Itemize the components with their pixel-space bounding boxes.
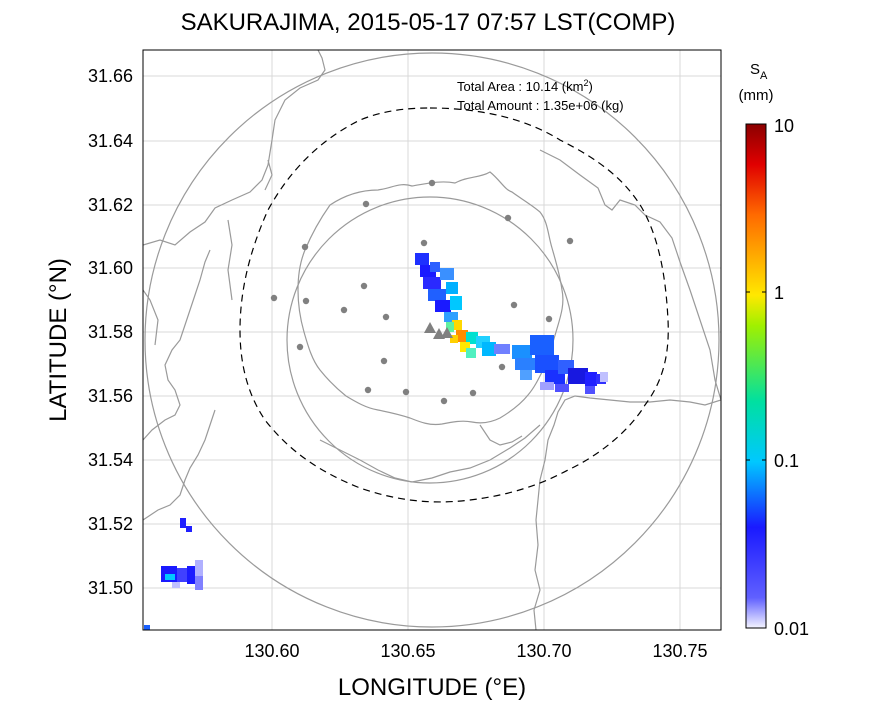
- south-coast: [319, 424, 541, 483]
- sakurajima-coast: [297, 171, 564, 426]
- volcano-vents: [424, 322, 453, 339]
- colorbar-gradient: [745, 123, 767, 629]
- station-marker: [380, 357, 388, 365]
- station-marker: [270, 294, 278, 302]
- station-marker: [510, 301, 518, 309]
- station-marker: [362, 200, 370, 208]
- x-tick-label: 130.60: [244, 641, 299, 661]
- colorbar-symbol: S: [750, 61, 760, 78]
- station-marker: [302, 297, 310, 305]
- east-coast: [533, 395, 721, 630]
- x-tick-label: 130.70: [516, 641, 571, 661]
- plot-area: [143, 50, 721, 630]
- station-marker: [566, 237, 574, 245]
- station-marker: [364, 386, 372, 394]
- x-tick-label: 130.65: [380, 641, 435, 661]
- total-area-close: ): [588, 79, 592, 94]
- colorbar-tick-label: 0.01: [774, 619, 809, 639]
- x-axis-label: LONGITUDE (°E): [338, 674, 526, 701]
- bay-inlet: [227, 219, 233, 301]
- x-tick-label: 130.75: [652, 641, 707, 661]
- total-amount-text: Total Amount : 1.35e+06 (kg): [457, 98, 624, 113]
- total-area-sup: 2: [583, 78, 588, 88]
- coastline: [143, 50, 721, 630]
- colorbar-tick-labels: 10 1 0.1 0.01: [774, 116, 809, 639]
- colorbar-unit: (mm): [739, 87, 774, 104]
- y-tick-label: 31.64: [88, 131, 133, 151]
- y-tick-label: 31.50: [88, 578, 133, 598]
- y-tick-label: 31.58: [88, 322, 133, 342]
- station-marker: [402, 388, 410, 396]
- y-tick-label: 31.52: [88, 514, 133, 534]
- station-marker: [504, 214, 512, 222]
- west-edge: [143, 289, 159, 346]
- station-marker: [301, 243, 309, 251]
- colorbar-subscript: A: [760, 70, 768, 82]
- south-shore: [479, 424, 523, 446]
- station-marker: [428, 179, 436, 187]
- chart-title: SAKURAJIMA, 2015-05-17 07:57 LST(COMP): [181, 9, 676, 36]
- ash-deposit: [415, 253, 608, 394]
- x-tick-labels: 130.60 130.65 130.70 130.75: [244, 641, 707, 661]
- y-tick-label: 31.54: [88, 450, 133, 470]
- colorbar: SA (mm) 10 1 0.1 0.01: [739, 61, 810, 639]
- station-marker: [360, 282, 368, 290]
- station-marker: [382, 313, 390, 321]
- vent-triangle: [441, 327, 453, 338]
- southwest-coast: [143, 409, 216, 521]
- vent-triangle: [424, 322, 436, 333]
- dashed-coverage-boundary: [239, 107, 669, 503]
- y-tick-label: 31.56: [88, 386, 133, 406]
- northeast-coast: [539, 149, 721, 401]
- station-marker: [420, 239, 428, 247]
- plot-frame: [142, 49, 722, 631]
- total-area-label: Total Area : 10.14 (km: [457, 79, 583, 94]
- total-area-text: Total Area : 10.14 (km2): [457, 78, 593, 94]
- stations: [270, 179, 574, 405]
- y-tick-label: 31.62: [88, 195, 133, 215]
- y-axis-label: LATITUDE (°N): [45, 258, 72, 422]
- y-tick-label: 31.60: [88, 258, 133, 278]
- inner-range-ring: [286, 196, 574, 484]
- colorbar-tick-label: 10: [774, 116, 794, 136]
- north-coast: [143, 50, 326, 246]
- station-marker: [545, 315, 553, 323]
- southwest-deposit: [144, 518, 203, 630]
- station-marker: [340, 306, 348, 314]
- range-rings: [144, 52, 720, 628]
- west-coast: [143, 249, 211, 441]
- station-marker: [296, 343, 304, 351]
- colorbar-ticks: [746, 291, 766, 461]
- y-tick-labels: 31.66 31.64 31.62 31.60 31.58 31.56 31.5…: [88, 66, 133, 598]
- colorbar-tick-label: 0.1: [774, 451, 799, 471]
- station-marker: [498, 363, 506, 371]
- fjord-line: [264, 159, 273, 191]
- station-marker: [469, 389, 477, 397]
- totals-annotation: Total Area : 10.14 (km2) Total Amount : …: [457, 78, 624, 113]
- colorbar-tick-label: 1: [774, 283, 784, 303]
- colorbar-title: SA: [750, 61, 768, 82]
- station-marker: [440, 397, 448, 405]
- outer-range-ring: [144, 52, 720, 628]
- y-tick-label: 31.66: [88, 66, 133, 86]
